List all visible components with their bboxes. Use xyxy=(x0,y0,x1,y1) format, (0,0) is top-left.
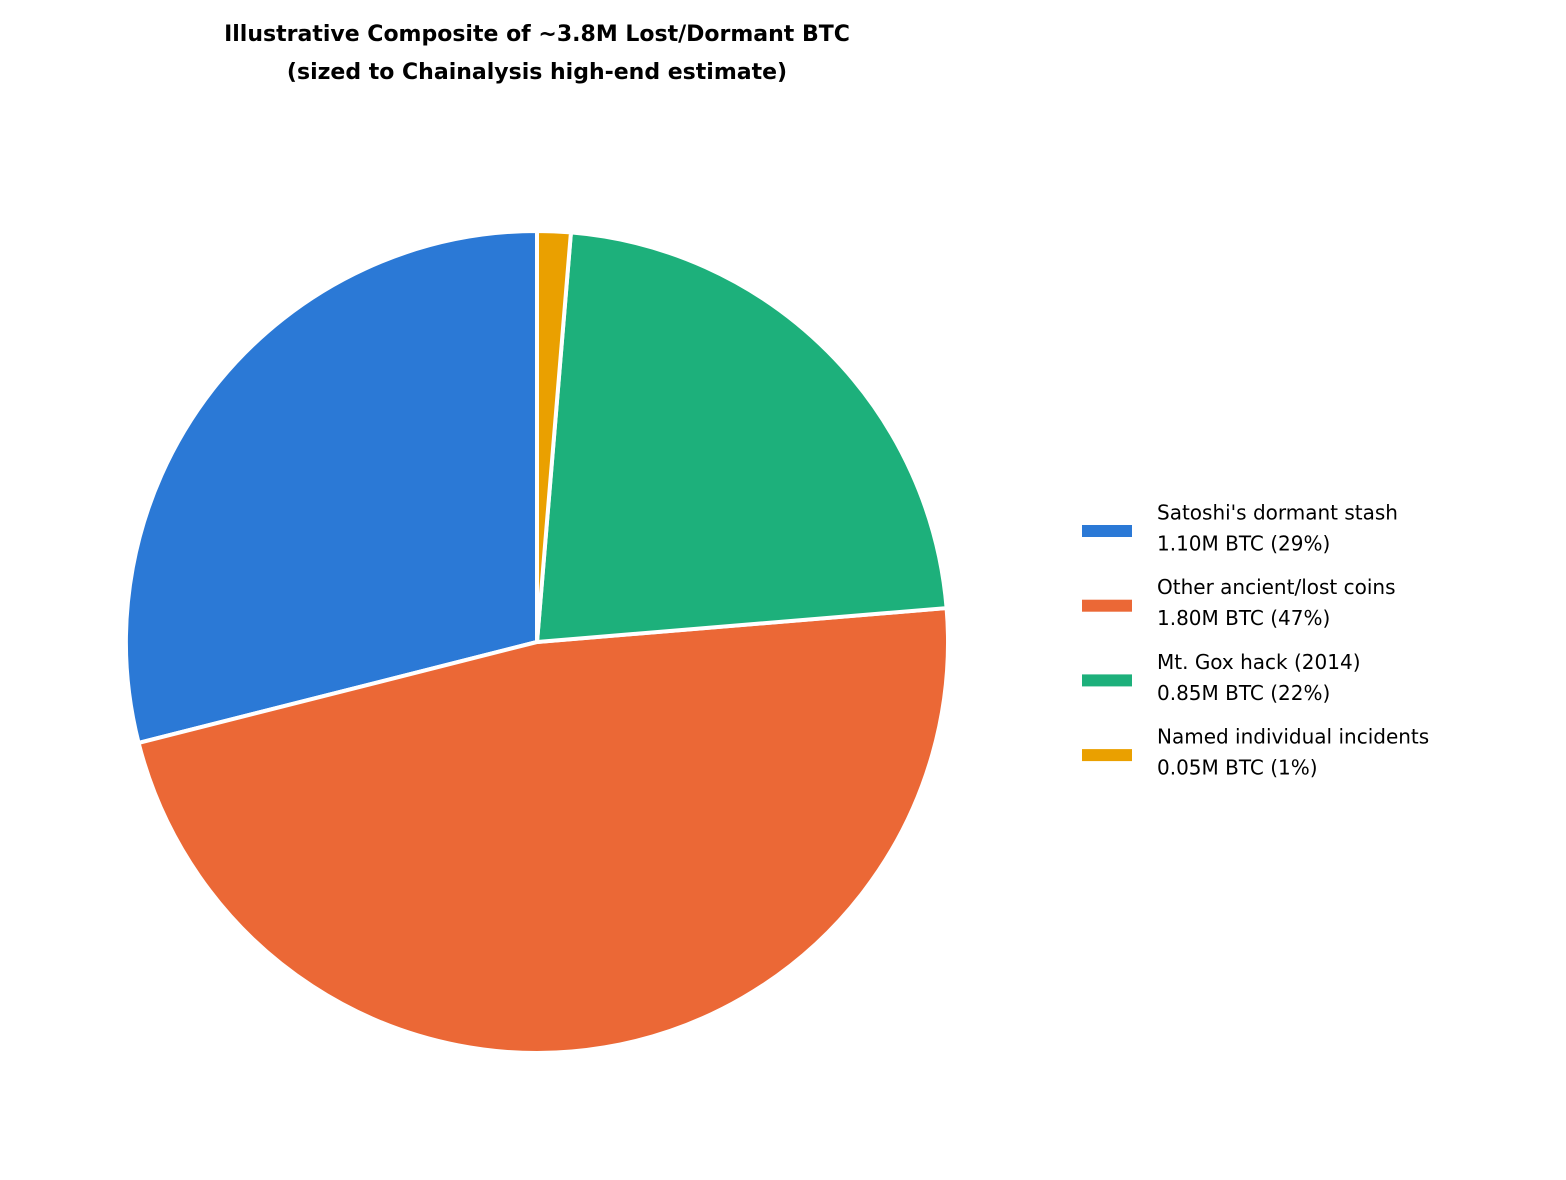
legend-swatch xyxy=(1082,749,1132,762)
pie-slice xyxy=(535,230,949,644)
legend-value: 1.80M BTC (47%) xyxy=(1157,606,1330,630)
legend-value: 0.05M BTC (1%) xyxy=(1157,756,1318,780)
legend-value: 0.85M BTC (22%) xyxy=(1157,681,1330,705)
legend-label: Satoshi's dormant stash xyxy=(1157,501,1398,525)
pie-slice xyxy=(535,229,573,644)
legend-value: 1.10M BTC (29%) xyxy=(1157,532,1330,556)
legend-label: Other ancient/lost coins xyxy=(1157,575,1396,599)
legend-swatch xyxy=(1082,525,1132,537)
legend-swatch xyxy=(1082,599,1132,612)
legend-swatch xyxy=(1082,674,1132,687)
chart-subtitle: (sized to Chainalysis high-end estimate) xyxy=(287,60,787,85)
legend-label: Mt. Gox hack (2014) xyxy=(1157,650,1361,674)
pie-slice xyxy=(136,606,950,1055)
chart-title: Illustrative Composite of ~3.8M Lost/Dor… xyxy=(224,22,850,47)
pie-slice xyxy=(124,229,539,745)
legend-label: Named individual incidents xyxy=(1157,725,1429,749)
